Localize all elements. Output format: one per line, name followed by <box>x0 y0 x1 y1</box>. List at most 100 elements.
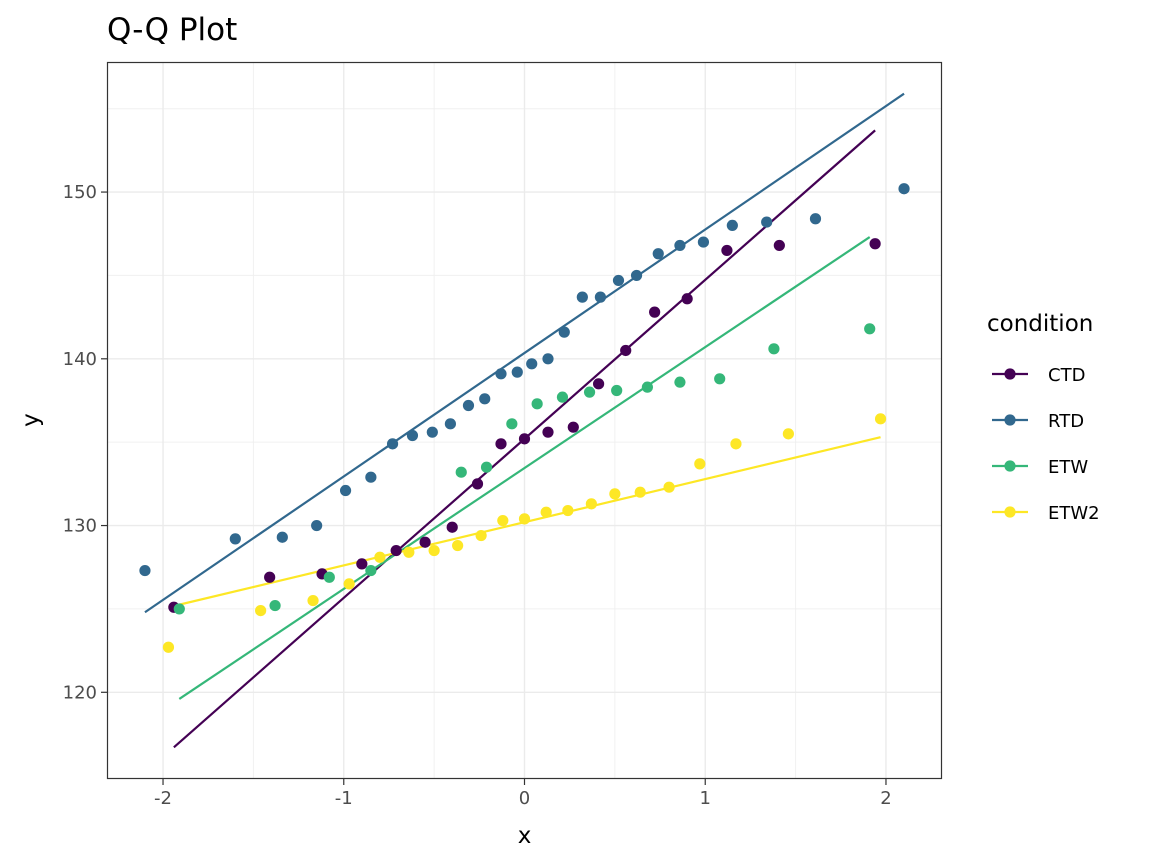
point-etw <box>531 398 543 410</box>
point-ctd <box>567 421 579 433</box>
grid-major <box>107 62 942 779</box>
point-ctd <box>264 571 276 583</box>
qq-line-etw <box>178 236 871 700</box>
point-ctd <box>593 378 605 390</box>
legend-key-point <box>1004 368 1016 380</box>
point-rtd <box>495 368 507 380</box>
point-rtd <box>229 533 241 545</box>
point-rtd <box>898 183 910 195</box>
point-etw <box>269 599 281 612</box>
qq-line-rtd <box>144 92 905 614</box>
legend-label-ctd: CTD <box>1048 365 1085 386</box>
point-rtd <box>511 366 523 378</box>
point-rtd <box>276 531 288 543</box>
point-etw <box>480 461 493 473</box>
x-axis-ticks: -2 -1 0 1 2 <box>154 779 892 809</box>
legend-label-etw: ETW <box>1048 457 1088 478</box>
point-etw2 <box>162 641 175 653</box>
legend-title: condition <box>987 311 1093 337</box>
point-ctd <box>681 293 693 305</box>
point-rtd <box>479 393 491 405</box>
point-rtd <box>630 269 643 282</box>
point-rtd <box>339 484 352 497</box>
point-etw2 <box>585 498 597 510</box>
x-tick-label: -1 <box>335 788 353 809</box>
point-rtd <box>365 471 377 483</box>
point-etw <box>323 571 335 583</box>
point-rtd <box>612 274 625 287</box>
point-etw2 <box>782 428 794 440</box>
point-rtd <box>426 426 438 438</box>
point-rtd <box>576 291 588 303</box>
panel-border <box>106 61 943 780</box>
point-rtd <box>542 353 554 365</box>
point-rtd <box>139 564 151 577</box>
point-etw <box>506 418 518 430</box>
point-etw2 <box>374 551 386 563</box>
legend-key-point <box>1004 506 1016 518</box>
x-tick-label: 0 <box>519 788 530 809</box>
point-rtd <box>526 358 538 370</box>
point-etw <box>173 603 185 615</box>
point-rtd <box>444 418 456 430</box>
point-etw2 <box>255 604 267 617</box>
y-tick-label: 120 <box>63 682 97 703</box>
point-rtd <box>462 399 475 412</box>
legend-items: CTD RTD ETW ETW2 <box>992 365 1100 524</box>
point-ctd <box>419 536 431 548</box>
point-etw2 <box>475 529 487 542</box>
point-etw2 <box>307 594 319 607</box>
point-etw <box>641 381 654 393</box>
point-ctd <box>390 544 402 557</box>
point-etw2 <box>634 486 646 498</box>
point-etw2 <box>730 438 742 450</box>
point-rtd <box>652 248 664 260</box>
y-tick-label: 150 <box>63 182 97 203</box>
data-points <box>139 183 910 653</box>
x-tick-label: 1 <box>700 788 711 809</box>
point-rtd <box>761 216 773 228</box>
point-rtd <box>697 236 710 248</box>
legend-label-rtd: RTD <box>1048 411 1084 432</box>
point-etw <box>455 466 467 478</box>
point-ctd <box>620 344 632 357</box>
point-ctd <box>869 238 881 250</box>
plot-panel <box>106 61 943 780</box>
point-etw <box>556 391 569 403</box>
point-ctd <box>356 558 368 570</box>
point-rtd <box>809 213 822 225</box>
y-tick-label: 130 <box>63 516 97 537</box>
legend-label-etw2: ETW2 <box>1048 503 1100 524</box>
point-etw2 <box>694 458 706 470</box>
x-tick-label: -2 <box>154 788 172 809</box>
point-rtd <box>558 326 570 338</box>
point-etw2 <box>609 488 621 500</box>
y-axis-ticks: 120 130 140 150 <box>63 182 107 703</box>
x-axis-title: x <box>518 823 532 849</box>
point-etw <box>768 343 780 355</box>
point-etw2 <box>663 481 675 493</box>
point-rtd <box>311 519 323 532</box>
point-ctd <box>446 521 458 533</box>
legend: condition CTD RTD ETW ETW2 <box>987 311 1100 524</box>
point-ctd <box>495 438 507 450</box>
point-etw <box>864 323 876 335</box>
point-ctd <box>649 306 661 318</box>
point-rtd <box>594 291 607 303</box>
point-etw2 <box>452 539 464 552</box>
legend-key-point <box>1004 414 1016 426</box>
point-rtd <box>406 429 419 442</box>
point-rtd <box>386 438 399 450</box>
point-etw2 <box>562 504 574 517</box>
point-ctd <box>773 239 785 252</box>
point-ctd <box>721 244 733 257</box>
chart-title: Q-Q Plot <box>107 12 237 48</box>
point-etw <box>583 386 596 398</box>
point-etw <box>611 384 623 397</box>
point-etw2 <box>518 513 531 525</box>
y-axis-title: y <box>18 413 44 427</box>
point-ctd <box>518 433 531 445</box>
point-etw <box>714 373 726 385</box>
point-etw2 <box>403 546 415 558</box>
legend-key-point <box>1004 460 1016 472</box>
